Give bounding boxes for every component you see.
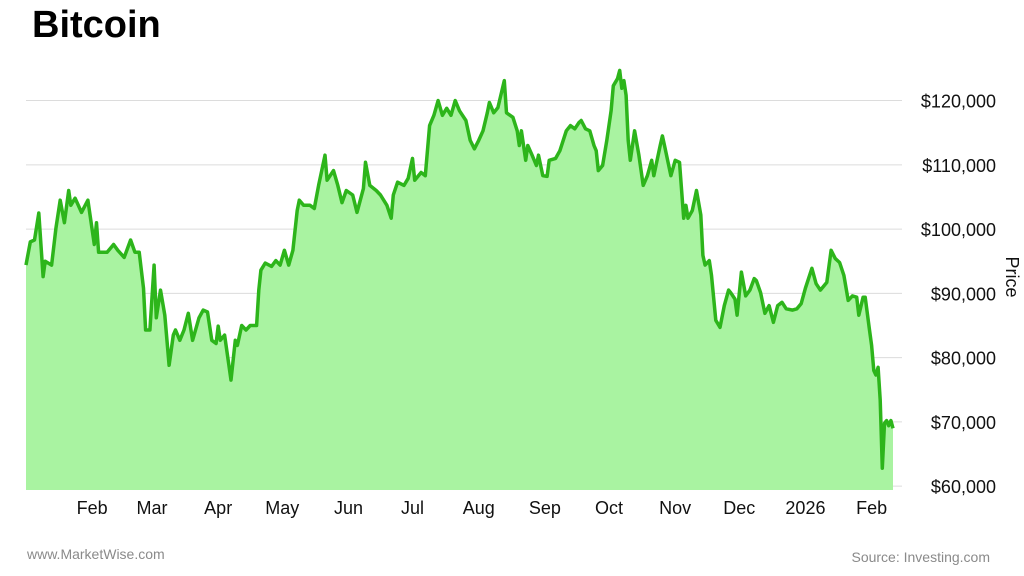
x-tick-label: May	[265, 498, 299, 518]
x-tick-label: Apr	[204, 498, 232, 518]
x-tick-label: Mar	[136, 498, 167, 518]
x-tick-label: Jun	[334, 498, 363, 518]
x-tick-label: Nov	[659, 498, 691, 518]
y-axis-ticks: $60,000 $70,000 $80,000 $90,000 $100,000 $110…	[921, 92, 996, 498]
chart-title: Bitcoin	[32, 4, 161, 46]
footer-source: Source: Investing.com	[851, 549, 990, 565]
x-tick-label: Oct	[595, 498, 623, 518]
x-tick-label: Aug	[463, 498, 495, 518]
price-area-fill	[26, 70, 893, 491]
x-tick-label: Dec	[723, 498, 755, 518]
x-axis-ticks: Feb Mar Apr May Jun Jul Aug Sep Oct Nov Dec 2026 Feb	[77, 498, 887, 518]
y-tick-label: $110,000	[922, 156, 996, 176]
x-tick-label: Jul	[401, 498, 424, 518]
price-line	[24, 68, 895, 470]
y-axis-label: Price	[1002, 256, 1022, 297]
x-tick-label: 2026	[785, 498, 825, 518]
y-tick-label: $100,000	[921, 220, 996, 240]
y-tick-label: $60,000	[931, 477, 996, 497]
x-tick-label: Feb	[856, 498, 887, 518]
y-tick-label: $90,000	[931, 284, 996, 304]
y-tick-label: $80,000	[931, 349, 996, 369]
footer-website: www.MarketWise.com	[27, 546, 165, 562]
y-tick-label: $120,000	[921, 92, 996, 112]
x-tick-label: Feb	[77, 498, 108, 518]
y-tick-label: $70,000	[931, 413, 996, 433]
x-tick-label: Sep	[529, 498, 561, 518]
